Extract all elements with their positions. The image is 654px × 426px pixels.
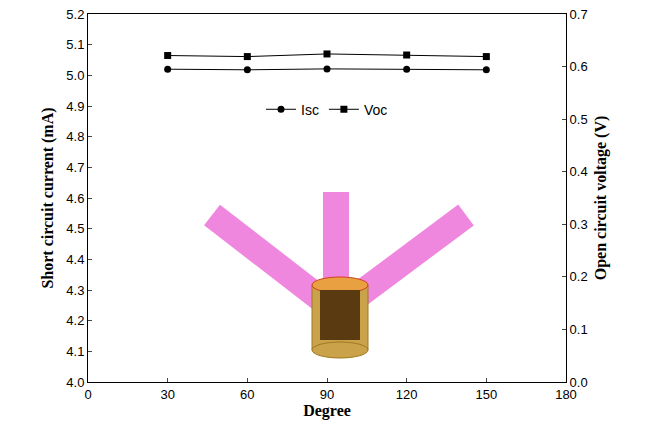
svg-text:4.6: 4.6 <box>66 191 84 206</box>
svg-text:0.2: 0.2 <box>570 269 588 284</box>
svg-text:4.5: 4.5 <box>66 221 84 236</box>
svg-text:Open circuit voltage (V): Open circuit voltage (V) <box>592 116 610 281</box>
svg-text:150: 150 <box>475 387 497 402</box>
svg-text:Degree: Degree <box>303 402 351 420</box>
svg-text:0.3: 0.3 <box>570 217 588 232</box>
svg-text:4.3: 4.3 <box>66 283 84 298</box>
svg-text:4.4: 4.4 <box>66 252 84 267</box>
svg-text:0.4: 0.4 <box>570 164 588 179</box>
svg-text:5.0: 5.0 <box>66 68 84 83</box>
svg-text:4.9: 4.9 <box>66 99 84 114</box>
svg-text:Isc: Isc <box>301 102 319 118</box>
svg-text:0.0: 0.0 <box>570 375 588 390</box>
svg-text:4.1: 4.1 <box>66 344 84 359</box>
svg-text:0.6: 0.6 <box>570 59 588 74</box>
svg-text:0.5: 0.5 <box>570 112 588 127</box>
svg-text:Short circuit current (mA): Short circuit current (mA) <box>39 107 57 288</box>
svg-text:5.1: 5.1 <box>66 37 84 52</box>
svg-text:60: 60 <box>240 387 254 402</box>
svg-text:4.2: 4.2 <box>66 313 84 328</box>
svg-text:4.7: 4.7 <box>66 160 84 175</box>
svg-text:4.8: 4.8 <box>66 129 84 144</box>
svg-text:5.2: 5.2 <box>66 7 84 22</box>
svg-text:120: 120 <box>396 387 418 402</box>
svg-text:4.0: 4.0 <box>66 375 84 390</box>
svg-text:Voc: Voc <box>364 102 387 118</box>
svg-text:180: 180 <box>555 387 577 402</box>
svg-text:0.7: 0.7 <box>570 7 588 22</box>
svg-text:0.1: 0.1 <box>570 322 588 337</box>
svg-text:90: 90 <box>320 387 334 402</box>
svg-text:0: 0 <box>84 387 91 402</box>
svg-text:30: 30 <box>160 387 174 402</box>
